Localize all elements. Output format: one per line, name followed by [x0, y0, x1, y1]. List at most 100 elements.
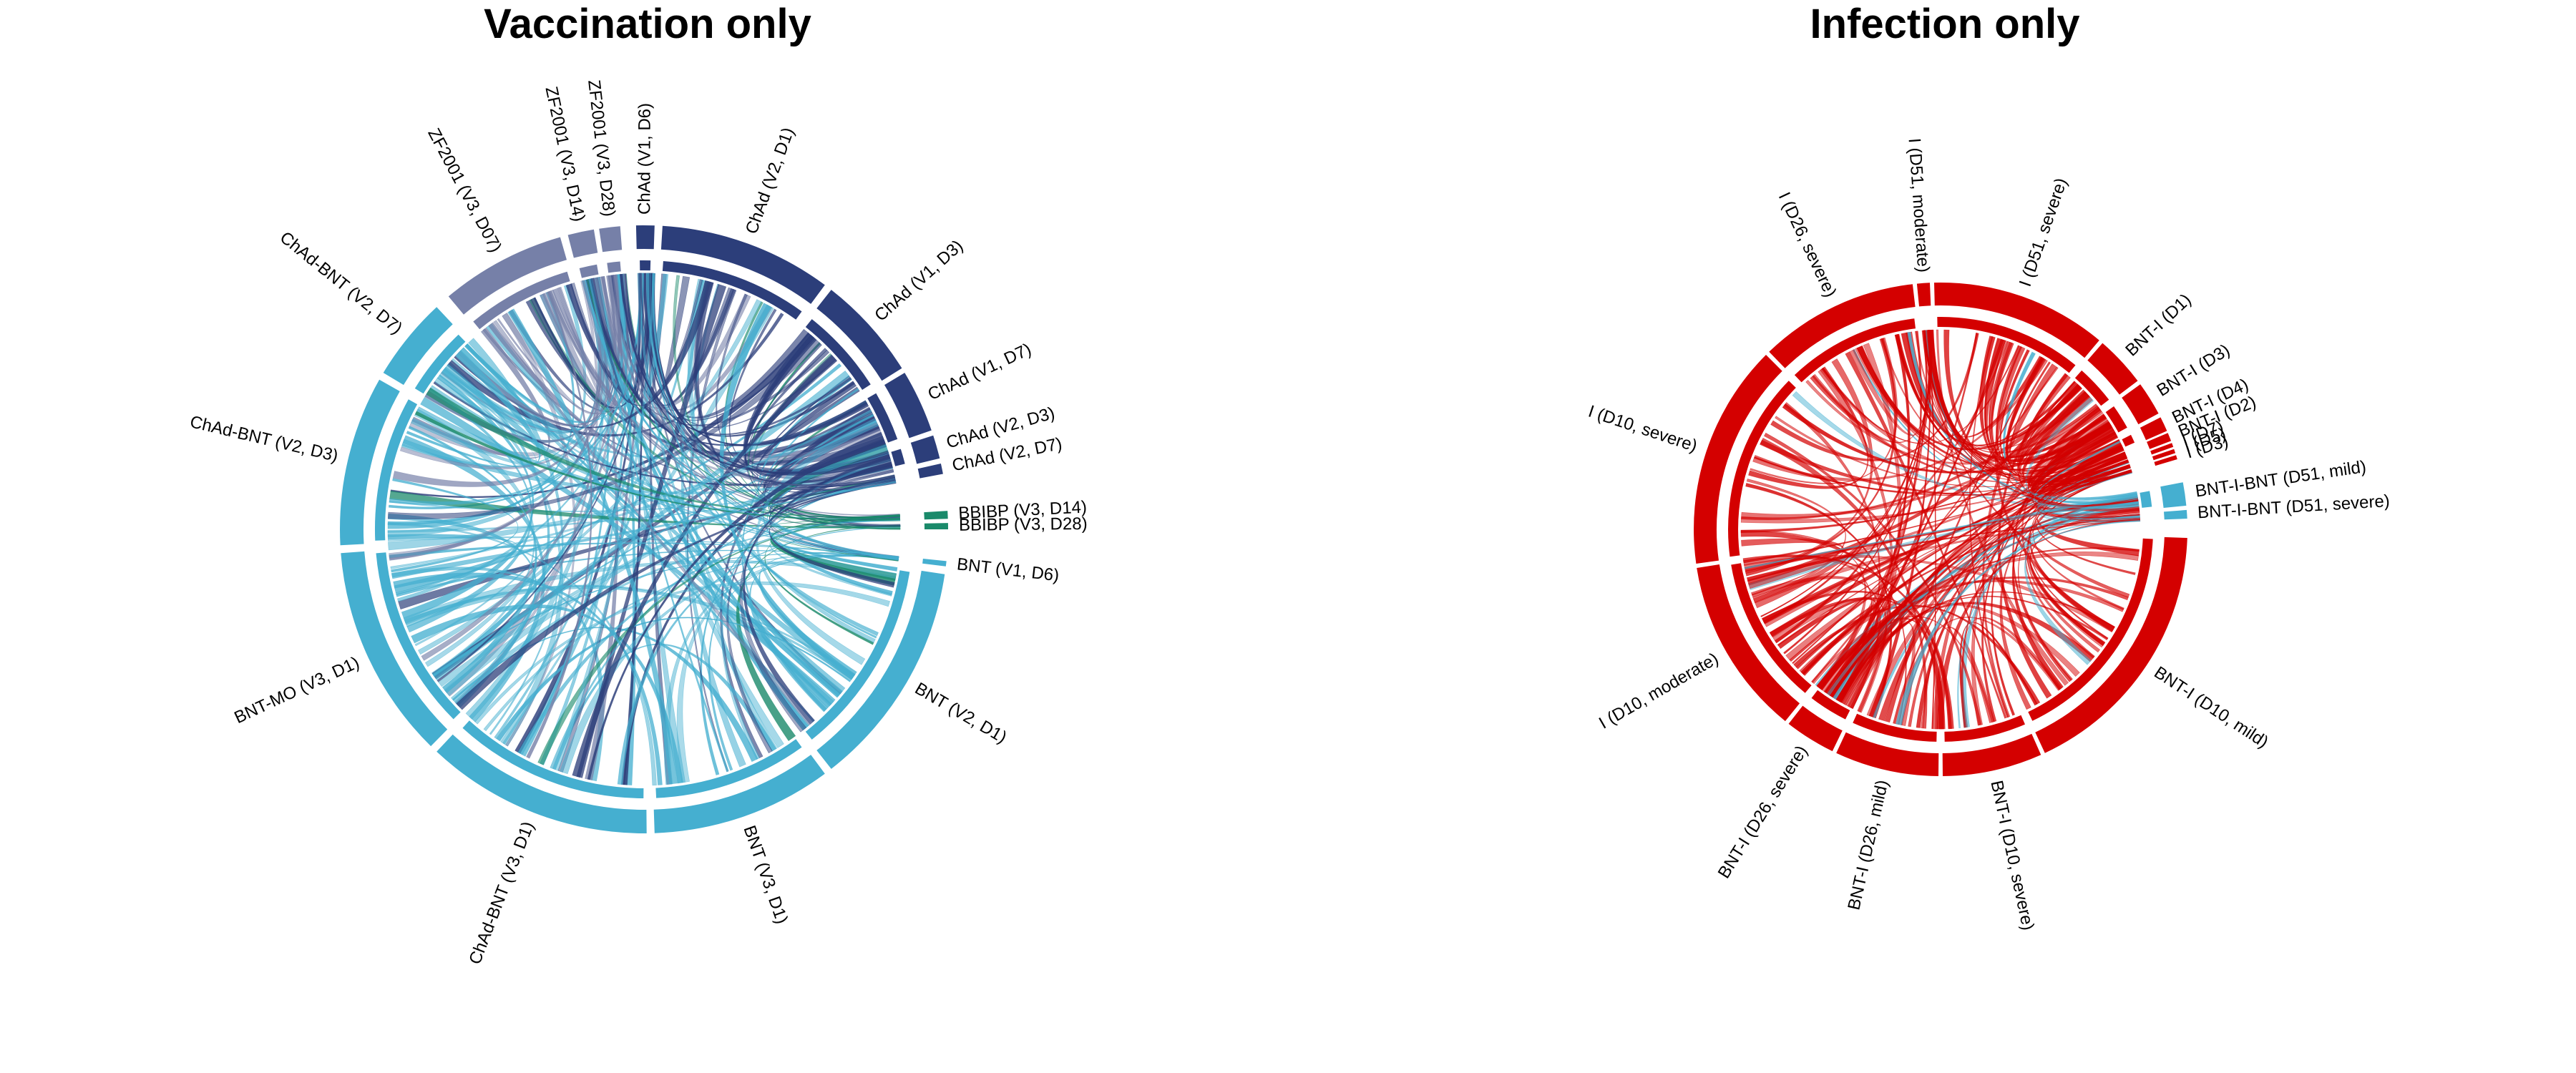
segment-label-bnt-v1-d6: BNT (V1, D6) [956, 554, 1060, 585]
segment-inner-track [640, 260, 651, 271]
chord-ribbon [756, 381, 887, 477]
segment-inner-track [1728, 381, 1796, 557]
chord-ribbon [1745, 338, 1897, 577]
chord-ribbon [1742, 554, 1954, 730]
chord-diagram-vaccination: ChAd (V1, D6) ChAd (V2, D1) ChAd (V1, D3) C… [188, 79, 1088, 967]
chord-ribbon [436, 273, 655, 682]
segment-arc-bnt-v1-d6 [922, 559, 947, 567]
segment-arc-bnt-v3-d1 [653, 755, 825, 833]
segment-arc-i-d51-severe [1934, 282, 2099, 358]
chord-ribbon [1740, 531, 1907, 725]
chord-ribbon [572, 355, 836, 778]
chord-ribbon [1748, 366, 1869, 489]
chord-ribbon [1979, 335, 2129, 480]
chord-ribbon [570, 279, 703, 406]
segment-inner-track [805, 319, 871, 390]
segment-label-i-d51-moderate: I (D51, moderate) [1904, 137, 1933, 273]
chord-ribbon [769, 480, 897, 588]
segment-inner-track [805, 570, 910, 740]
chord-ribbon [2029, 459, 2129, 640]
chord-ribbon [640, 273, 896, 487]
chord-ribbon [2037, 472, 2140, 512]
chord-ribbon [406, 350, 541, 467]
chord-ribbon [387, 522, 657, 786]
chord-ribbon [587, 278, 890, 474]
chord-ribbon [617, 526, 901, 785]
chord-ribbon [1782, 403, 2112, 474]
segment-inner-track [374, 399, 418, 541]
segment-arc-bnt-i-d3 [2122, 384, 2159, 425]
chord-ribbon [550, 477, 896, 769]
chord-ribbon [663, 554, 899, 785]
chord-ribbon [1745, 483, 1893, 719]
chord-ribbon [693, 280, 901, 526]
chord-ribbon [537, 514, 900, 765]
segment-inner-track [2140, 491, 2152, 508]
segment-arc-zf2001-v3-d28 [599, 226, 623, 253]
chord-ribbon [756, 418, 879, 665]
segment-arc-i-d10-severe [1694, 355, 1782, 564]
panel-title-vaccination: Vaccination only [484, 1, 811, 47]
chord-ribbon [391, 481, 897, 579]
chord-ribbon [586, 278, 901, 520]
chord-ribbon [525, 299, 877, 456]
chord-ribbon [399, 274, 619, 470]
chord-ribbon [1959, 622, 2038, 728]
segment-label-bnt-mo-v3-d1: BNT-MO (V3, D1) [231, 653, 362, 727]
segment-arc-zf2001-v3-d07 [448, 237, 567, 315]
chord-ribbon [1936, 329, 2069, 686]
segment-label-zf2001-v3-d14: ZF2001 (V3, D14) [541, 85, 588, 224]
segment-arc-bnt-i-bnt-d51-mild [2160, 482, 2187, 508]
chord-ribbon [1994, 346, 2115, 632]
chord-ribbon [2037, 470, 2140, 516]
chord-ribbon [1821, 345, 2020, 444]
chord-ribbon [494, 273, 669, 739]
panel-title-infection: Infection only [1810, 1, 2080, 47]
chord-ribbon [1896, 520, 2141, 725]
chord-ribbon [648, 273, 892, 476]
segment-arc-bnt-i-d26-severe [1788, 705, 1843, 752]
segment-label-i-d26-severe: I (D26, severe) [1775, 190, 1840, 300]
segment-label-chad-bnt-v2-d7: ChAd-BNT (V2, D7) [276, 228, 406, 338]
segment-label-zf2001-v3-d28: ZF2001 (V3, D28) [584, 79, 619, 217]
chord-ribbon [1999, 470, 2132, 710]
chord-ribbon [387, 338, 821, 519]
segment-inner-track [1794, 318, 1916, 383]
chord-ribbon [1843, 513, 2140, 706]
segment-arc-bnt-i-d4 [2140, 417, 2167, 441]
chord-ribbon [420, 396, 836, 705]
segment-arc-chad-bnt-v2-d3 [340, 379, 400, 546]
segment-label-chad-bnt-v3-d1: ChAd-BNT (V3, D1) [465, 819, 538, 967]
chord-ribbon [720, 303, 856, 680]
chord-ribbon [1914, 330, 2132, 485]
chord-ribbon [687, 278, 876, 643]
segment-arc-chad-bnt-v2-d7 [383, 307, 453, 386]
chord-ribbon [408, 426, 537, 694]
chord-ribbon [1783, 329, 1933, 655]
segment-arc-chad-v2-d3 [910, 435, 940, 464]
segment-arc-chad-bnt-v3-d1 [436, 734, 647, 834]
segment-label-chad-v2-d1: ChAd (V2, D1) [742, 125, 799, 237]
segment-label-i-d10-severe: I (D10, severe) [1586, 402, 1699, 456]
chord-ribbon [404, 584, 856, 677]
chord-ribbon [1751, 576, 1881, 710]
segment-label-chad-v1-d7: ChAd (V1, D7) [925, 340, 1035, 404]
segment-arc-chad-v2-d1 [660, 225, 825, 304]
chord-ribbon [587, 431, 884, 780]
chord-diagram-infection: I (D26, severe) I (D51, moderate) I (D51, … [1586, 137, 2390, 932]
segment-inner-track [2122, 434, 2135, 447]
chord-ribbon [585, 279, 830, 426]
segment-arc-zf2001-v3-d14 [567, 229, 598, 258]
segment-inner-track [579, 264, 599, 278]
chord-ribbon [1923, 330, 2130, 598]
chord-ribbon [2018, 381, 2129, 484]
chord-ribbon [1816, 547, 2140, 690]
chord-ribbon [2029, 423, 2126, 486]
segment-arc-bnt-i-d10-mild [2035, 536, 2187, 753]
segment-label-chad-v1-d6: ChAd (V1, D6) [635, 103, 655, 215]
segment-inner-track [1944, 715, 2025, 742]
chord-ribbon [588, 278, 729, 773]
chord-ribbon [391, 478, 519, 573]
segment-arc-i-d5 [2152, 449, 2176, 461]
